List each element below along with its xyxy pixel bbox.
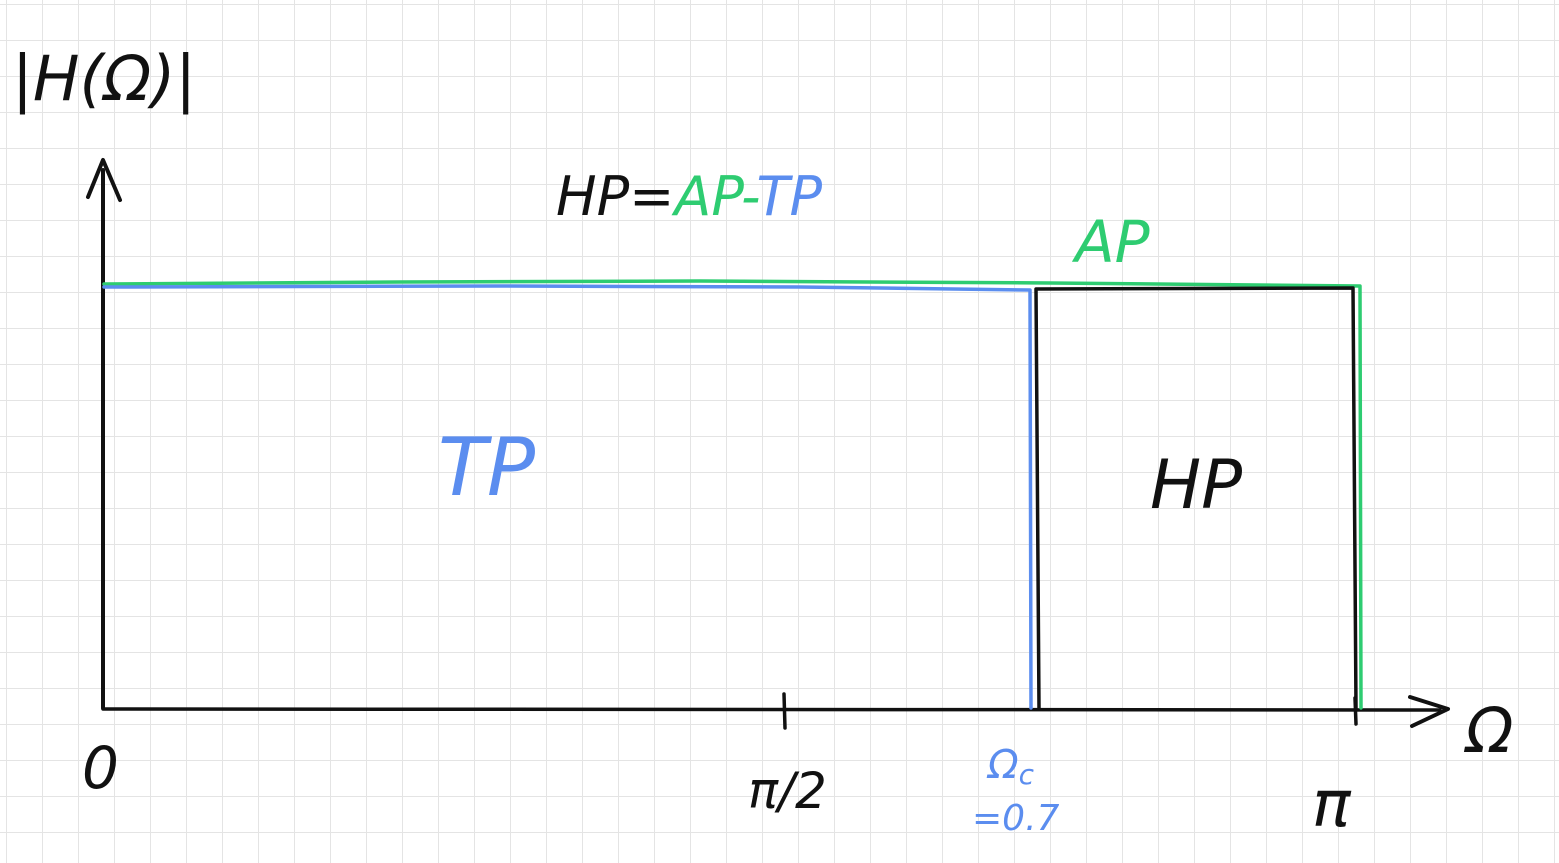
tick-label-half-pi: π/2 bbox=[748, 762, 827, 820]
y-axis-arrow bbox=[86, 158, 122, 202]
equation-hp: HP= bbox=[556, 165, 674, 228]
equation: HP=AP-TP bbox=[556, 165, 823, 228]
x-axis bbox=[101, 707, 1442, 712]
tick-label-pi: π bbox=[1312, 768, 1352, 842]
equation-minus: - bbox=[741, 165, 759, 228]
tp-label: TP bbox=[438, 421, 536, 514]
tick-label-cutoff: Ωc bbox=[986, 742, 1035, 791]
cutoff-subscript: c bbox=[1019, 758, 1035, 791]
tp-trace bbox=[102, 284, 1033, 710]
tick-half-pi bbox=[782, 692, 787, 730]
tick-label-zero: 0 bbox=[82, 734, 119, 802]
y-axis-label: |H(Ω)| bbox=[12, 42, 196, 116]
equation-ap: AP bbox=[671, 165, 744, 228]
ap-label: AP bbox=[1071, 208, 1150, 276]
x-axis-arrow bbox=[1408, 695, 1450, 728]
ap-trace bbox=[102, 279, 1363, 710]
equation-tp: TP bbox=[757, 165, 823, 228]
hp-trace bbox=[1034, 286, 1358, 710]
x-axis-label: Ω bbox=[1463, 694, 1513, 767]
tick-label-cutoff-value: =0.7 bbox=[972, 798, 1060, 839]
hp-label: HP bbox=[1150, 446, 1242, 525]
cutoff-symbol: Ω bbox=[986, 742, 1019, 788]
